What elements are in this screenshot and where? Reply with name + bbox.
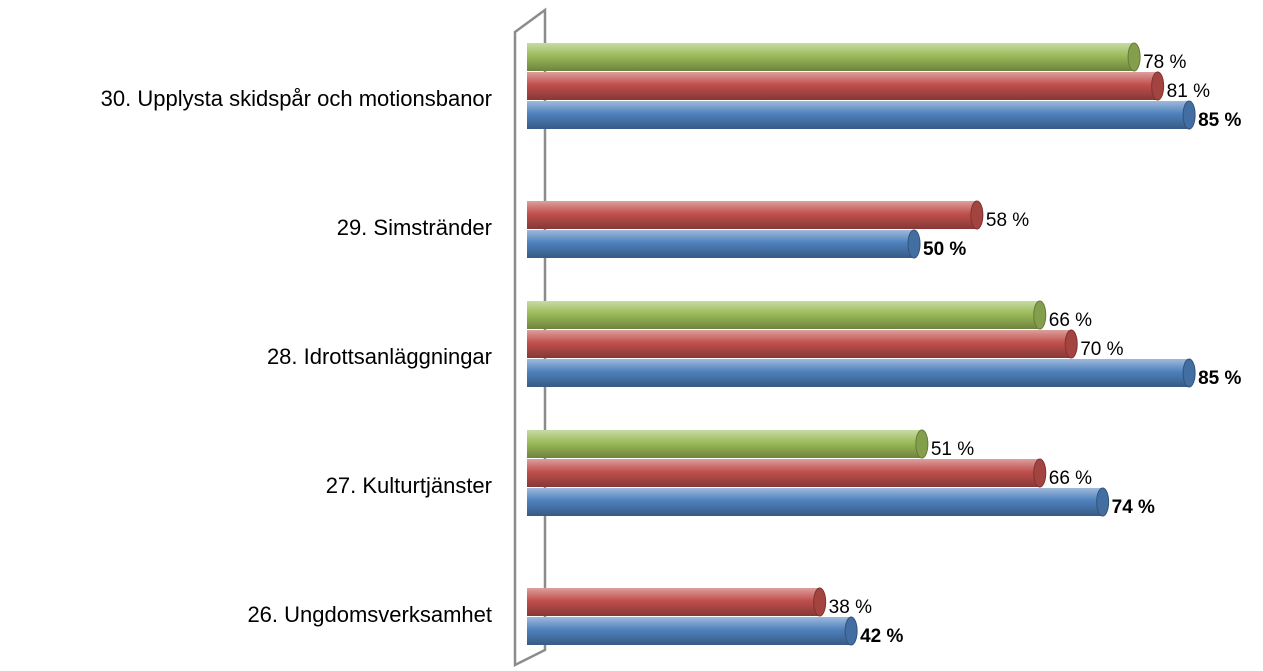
category-label: 28. Idrottsanläggningar: [267, 344, 492, 369]
value-label: 38 %: [829, 597, 872, 618]
bar: [527, 330, 1078, 358]
value-label: 74 %: [1112, 497, 1155, 518]
bar-cap: [1182, 100, 1196, 130]
bar: [527, 588, 826, 616]
bar: [527, 201, 983, 229]
value-label: 81 %: [1167, 81, 1210, 102]
bar-cap: [915, 429, 929, 459]
value-label: 66 %: [1049, 310, 1092, 331]
value-label: 85 %: [1198, 110, 1241, 131]
category-label: 26. Ungdomsverksamhet: [247, 602, 492, 627]
value-label: 50 %: [923, 239, 966, 260]
value-label: 58 %: [986, 210, 1029, 231]
bar-cap: [1151, 71, 1165, 101]
bar-cap: [813, 587, 827, 617]
value-label: 66 %: [1049, 468, 1092, 489]
bar: [527, 617, 858, 645]
value-label: 42 %: [860, 626, 903, 647]
value-label: 85 %: [1198, 368, 1241, 389]
bar: [527, 101, 1196, 129]
bar-cap: [907, 229, 921, 259]
bar-cap: [1096, 487, 1110, 517]
bar: [527, 488, 1109, 516]
value-label: 70 %: [1080, 339, 1123, 360]
bar-cap: [970, 200, 984, 230]
value-label: 51 %: [931, 439, 974, 460]
bar-cap: [1033, 300, 1047, 330]
bar: [527, 301, 1046, 329]
category-label: 27. Kulturtjänster: [326, 473, 492, 498]
category-label: 29. Simstränder: [337, 215, 492, 240]
value-label: 78 %: [1143, 52, 1186, 73]
bar-cap: [844, 616, 858, 646]
bar: [527, 72, 1164, 100]
category-label: 30. Upplysta skidspår och motionsbanor: [101, 86, 492, 111]
bar-cap: [1182, 358, 1196, 388]
bar: [527, 230, 920, 258]
bar: [527, 359, 1196, 387]
bar-cap: [1127, 42, 1141, 72]
bar: [527, 43, 1141, 71]
bar: [527, 430, 928, 458]
bar-cap: [1064, 329, 1078, 359]
bar-cap: [1033, 458, 1047, 488]
bar: [527, 459, 1046, 487]
